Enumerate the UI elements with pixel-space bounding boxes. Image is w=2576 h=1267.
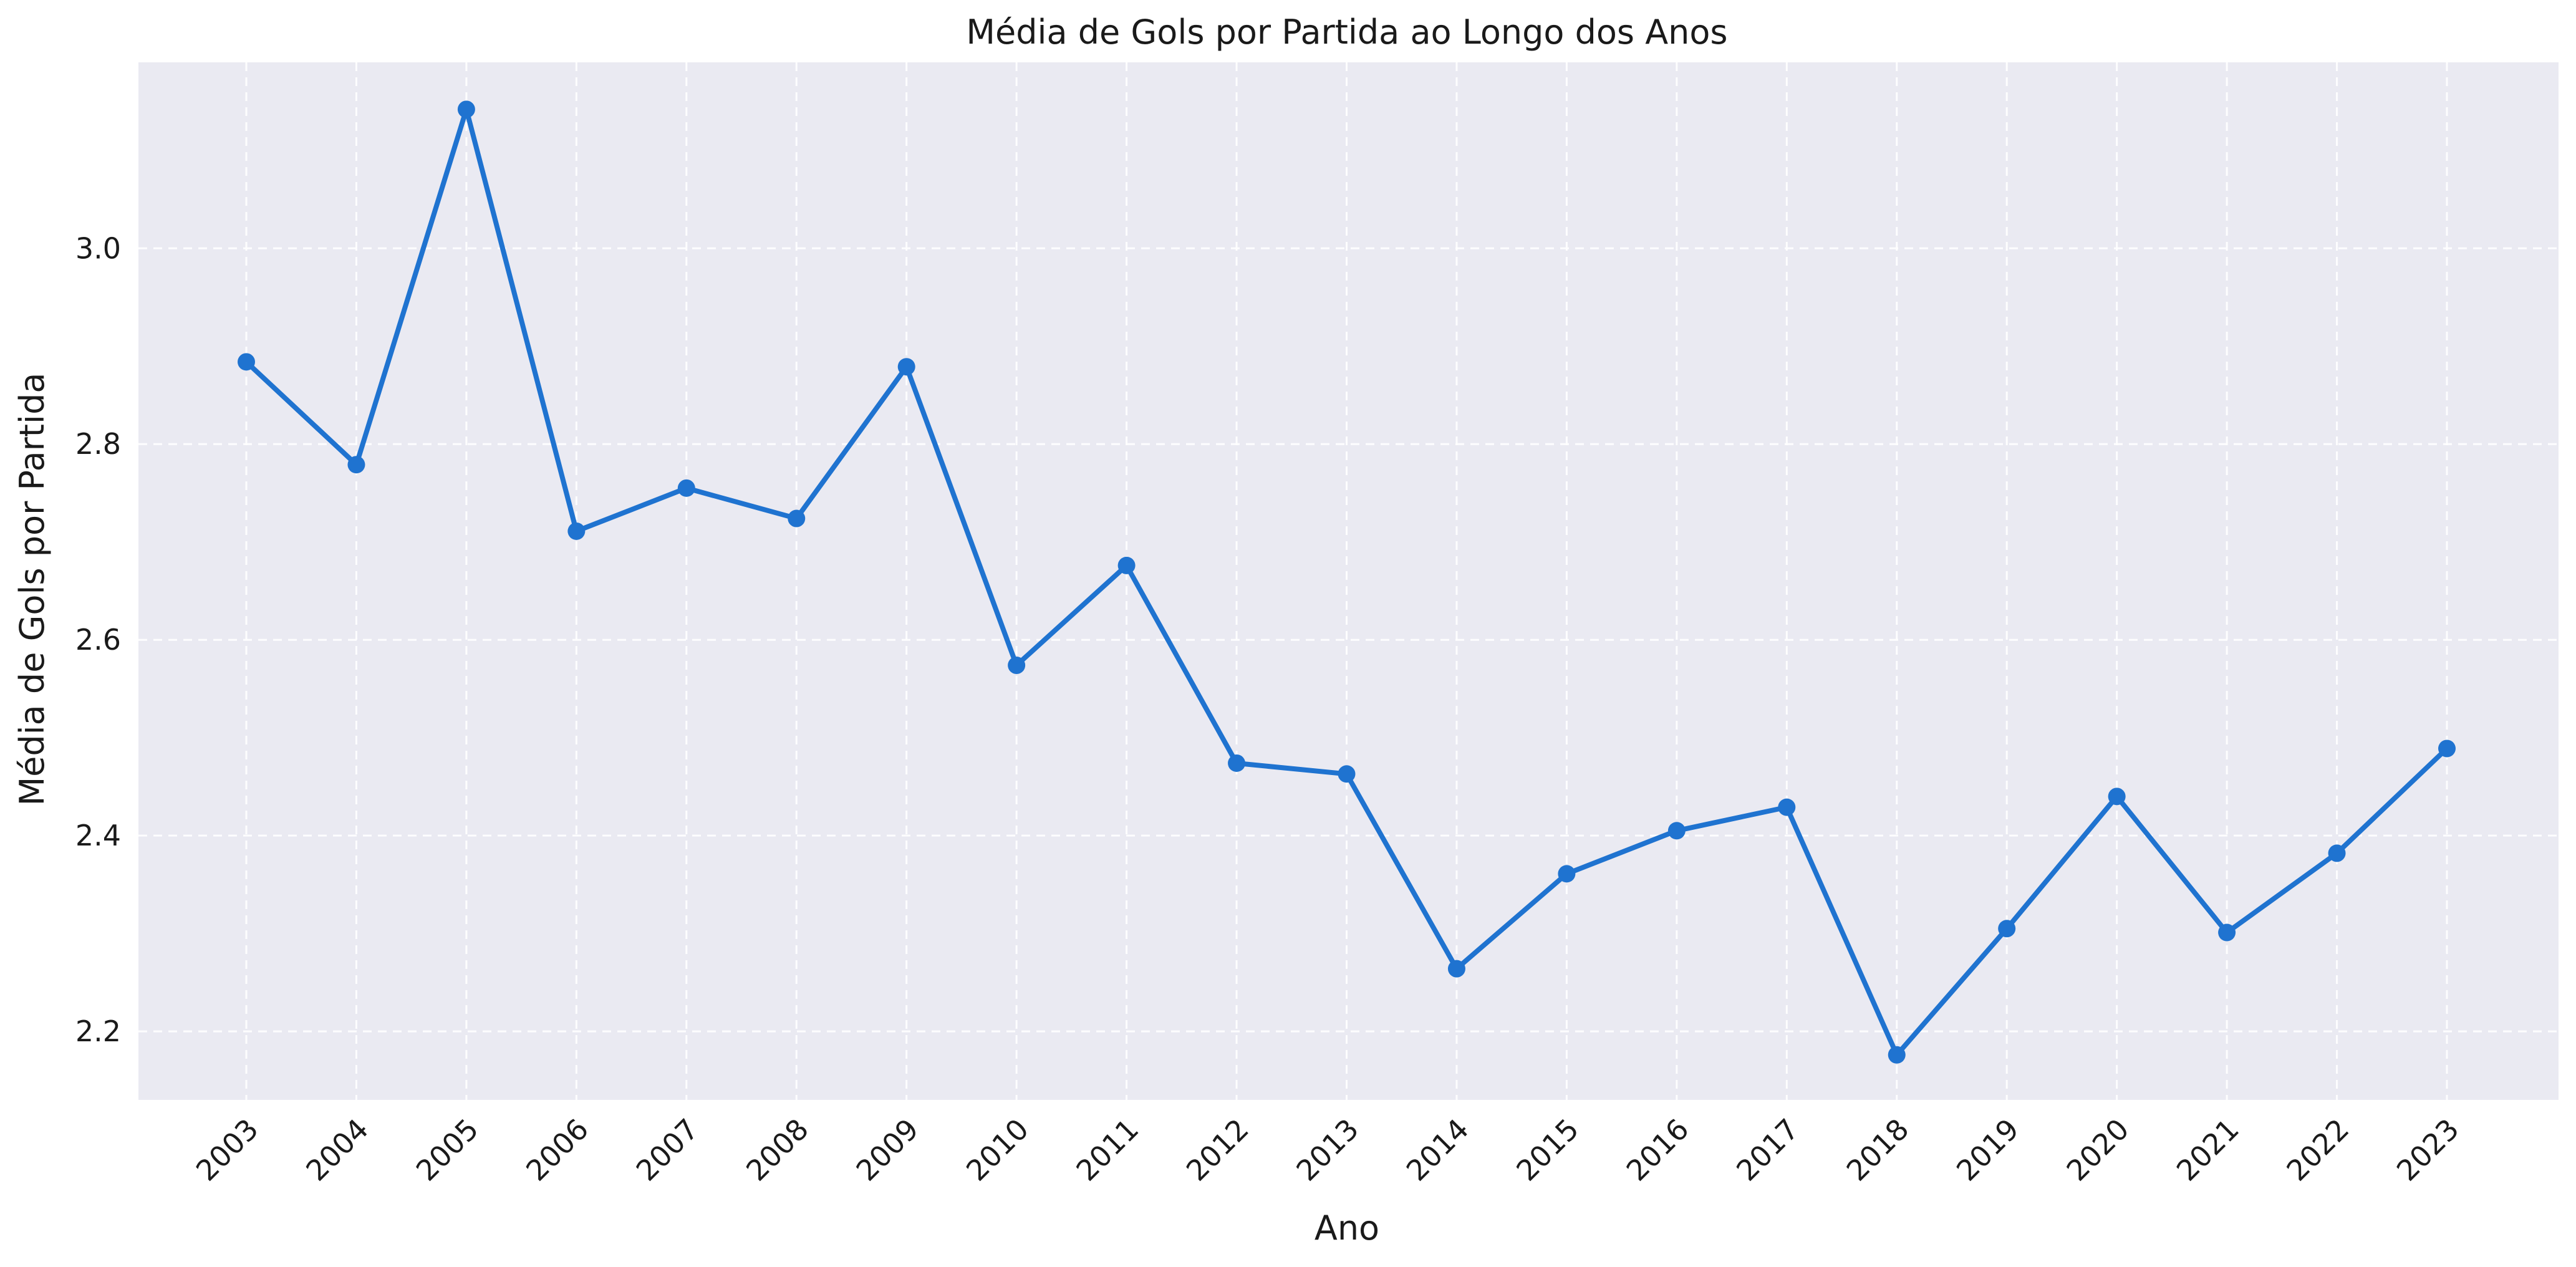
data-point: [897, 358, 915, 376]
x-tick-label: 2017: [1730, 1112, 1805, 1188]
y-tick-label: 2.8: [75, 427, 121, 461]
data-point: [788, 509, 806, 528]
y-axis-ticks: 2.2 2.4 2.6 2.8 3.0: [75, 231, 121, 1048]
data-point: [1778, 798, 1796, 816]
x-tick-label: 2021: [2170, 1112, 2246, 1188]
x-tick-label: 2007: [630, 1112, 705, 1188]
y-tick-label: 2.6: [75, 623, 121, 657]
data-point: [2218, 923, 2236, 942]
x-tick-label: 2005: [410, 1112, 485, 1188]
x-tick-label: 2003: [190, 1112, 265, 1188]
x-tick-label: 2006: [519, 1112, 595, 1188]
data-point: [2108, 788, 2126, 806]
x-tick-label: 2020: [2060, 1112, 2135, 1188]
x-tick-label: 2015: [1510, 1112, 1585, 1188]
x-tick-label: 2022: [2280, 1112, 2355, 1188]
data-point: [1008, 657, 1026, 675]
x-tick-label: 2016: [1620, 1112, 1696, 1188]
data-point: [2438, 739, 2456, 758]
x-axis-label: Ano: [1315, 1208, 1379, 1248]
data-point: [1447, 960, 1465, 978]
x-tick-label: 2012: [1180, 1112, 1255, 1188]
x-axis-ticks: 2003 2004 2005 2006 2007 2008 2009 2010 2011 2012…: [190, 1112, 2466, 1188]
y-tick-label: 2.2: [75, 1014, 121, 1048]
x-tick-label: 2018: [1840, 1112, 1916, 1188]
x-tick-label: 2010: [960, 1112, 1035, 1188]
chart-title: Média de Gols por Partida ao Longo dos A…: [966, 12, 1727, 52]
data-point: [1558, 865, 1576, 883]
data-point: [1998, 920, 2016, 938]
data-point: [1228, 754, 1246, 772]
data-point: [457, 100, 475, 118]
y-tick-label: 2.4: [75, 819, 121, 852]
x-tick-label: 2013: [1290, 1112, 1365, 1188]
grid: [138, 62, 2559, 1100]
x-tick-label: 2014: [1400, 1112, 1475, 1188]
x-tick-label: 2004: [299, 1112, 375, 1188]
data-point: [347, 456, 365, 474]
series-markers: [238, 100, 2456, 1064]
x-tick-label: 2009: [850, 1112, 925, 1188]
x-tick-label: 2019: [1950, 1112, 2025, 1188]
plot-area: [138, 62, 2559, 1100]
data-point: [1667, 822, 1686, 840]
data-point: [677, 479, 695, 497]
data-point: [1888, 1046, 1906, 1064]
x-tick-label: 2011: [1069, 1112, 1145, 1188]
data-point: [1117, 556, 1136, 574]
data-point: [2328, 844, 2346, 862]
x-tick-label: 2008: [740, 1112, 815, 1188]
y-tick-label: 3.0: [75, 231, 121, 265]
y-axis-label: Média de Gols por Partida: [12, 373, 52, 806]
data-point: [1338, 765, 1356, 783]
data-point: [567, 522, 586, 540]
x-tick-label: 2023: [2390, 1112, 2466, 1188]
data-point: [238, 353, 255, 371]
